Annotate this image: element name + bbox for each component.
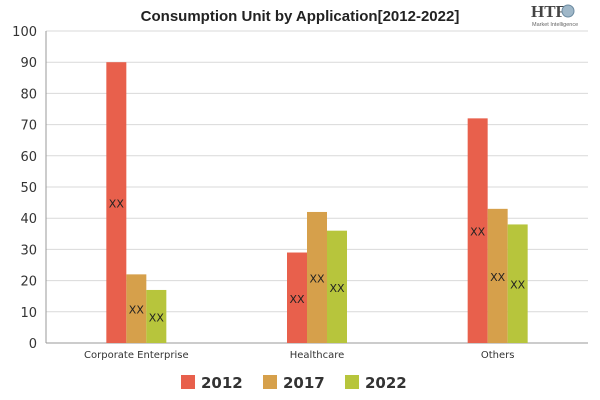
- x-tick-label-others: Others: [481, 350, 515, 361]
- data-label-healthcare-2022: XX: [329, 282, 345, 295]
- y-tick-label-80: 80: [20, 87, 37, 102]
- logo-text: HTF: [531, 2, 566, 21]
- y-tick-label-60: 60: [20, 150, 37, 165]
- bar-healthcare-2017: [307, 211, 327, 343]
- bar-others-2017: [487, 208, 508, 343]
- bar-healthcare-2022: [327, 230, 347, 343]
- chart-title: Consumption Unit by Application[2012-202…: [141, 8, 460, 25]
- data-label-others-2012: XX: [470, 226, 486, 239]
- y-tick-label-50: 50: [20, 181, 37, 196]
- data-label-corporate-enterprise-2012: XX: [109, 198, 125, 211]
- y-tick-label-10: 10: [20, 306, 37, 321]
- globe-icon: [561, 4, 575, 18]
- y-tick-label-0: 0: [29, 337, 37, 352]
- bar-corporate-enterprise-2017: [126, 274, 147, 343]
- legend-label-2012: 2012: [201, 374, 243, 392]
- bar-others-2022: [507, 224, 528, 343]
- data-label-healthcare-2017: XX: [309, 272, 325, 285]
- y-tick-label-70: 70: [20, 119, 37, 134]
- x-tick-label-corporate-enterprise: Corporate Enterprise: [84, 350, 189, 361]
- data-label-others-2022: XX: [510, 279, 526, 292]
- legend-swatch-2012: [181, 375, 195, 389]
- y-tick-label-40: 40: [20, 212, 37, 227]
- data-label-others-2017: XX: [490, 271, 506, 284]
- legend-label-2022: 2022: [365, 374, 407, 392]
- legend-label-2017: 2017: [283, 374, 325, 392]
- y-tick-label-100: 100: [12, 25, 37, 40]
- logo-subtext: Market Intelligence: [532, 22, 578, 28]
- legend-swatch-2022: [345, 375, 359, 389]
- legend: 2012 2017 2022: [181, 374, 407, 392]
- y-tick-label-20: 20: [20, 275, 37, 290]
- axes: 0 10 20 30 40 50 60 70 80 90 100 Corporate Enterpri…: [12, 25, 588, 361]
- bar-corporate-enterprise-2022: [146, 289, 167, 343]
- bars: [106, 62, 528, 343]
- y-tick-label-90: 90: [20, 56, 37, 71]
- data-label-healthcare-2012: XX: [289, 293, 305, 306]
- y-tick-label-30: 30: [20, 243, 37, 258]
- x-tick-label-healthcare: Healthcare: [290, 350, 345, 361]
- legend-swatch-2017: [263, 375, 277, 389]
- data-label-corporate-enterprise-2022: XX: [149, 311, 165, 324]
- bar-healthcare-2012: [287, 252, 307, 343]
- bar-corporate-enterprise-2012: [106, 62, 127, 343]
- htf-logo: HTF Market Intelligence: [531, 2, 578, 28]
- data-labels: XX XX XX XX XX XX XX XX XX: [109, 198, 526, 325]
- bar-others-2012: [467, 118, 488, 343]
- data-label-corporate-enterprise-2017: XX: [129, 304, 145, 317]
